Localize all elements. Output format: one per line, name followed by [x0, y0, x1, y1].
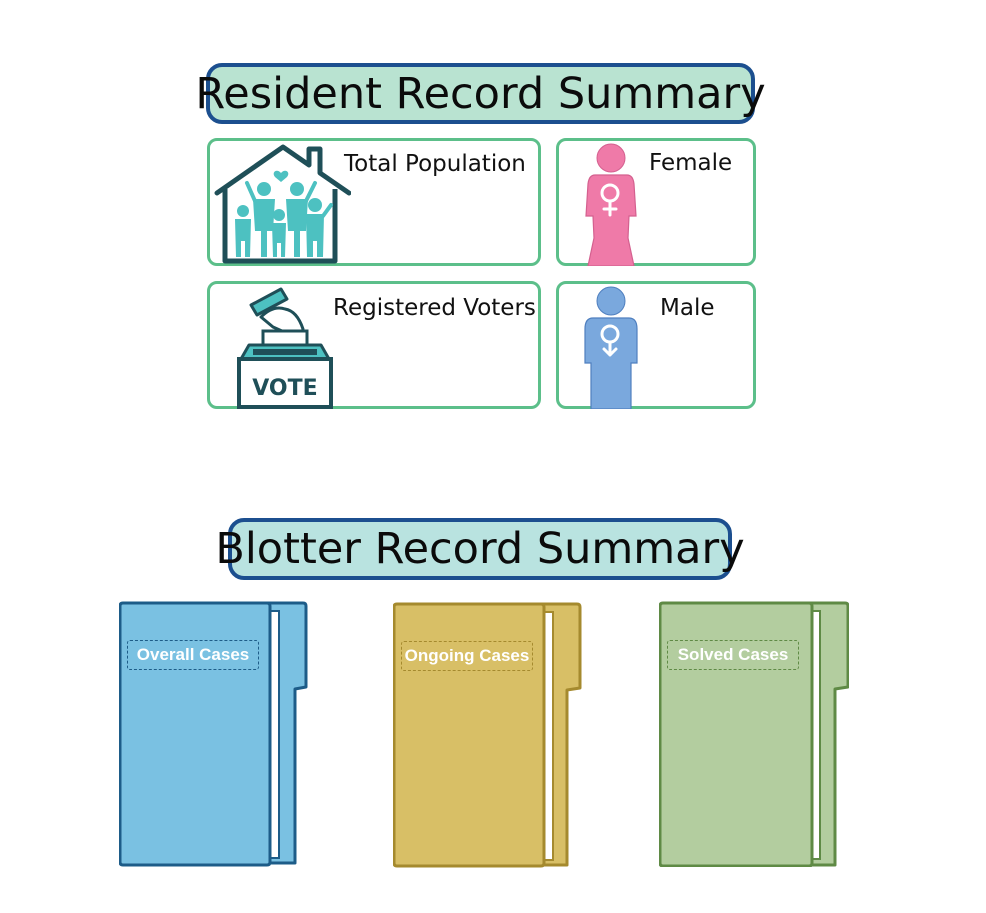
folder-icon	[119, 601, 308, 867]
blotter-record-summary-title: Blotter Record Summary	[215, 518, 745, 580]
solved-cases-folder[interactable]: Solved Cases	[659, 601, 849, 867]
family-house-icon	[214, 144, 351, 264]
ongoing-cases-folder[interactable]: Ongoing Cases	[393, 602, 583, 868]
overall-cases-label: Overall Cases	[127, 640, 259, 670]
overall-cases-folder[interactable]: Overall Cases	[119, 601, 309, 867]
male-person-icon	[584, 286, 638, 409]
registered-voters-label: Registered Voters	[333, 295, 536, 321]
registered-voters-card[interactable]: VOTE Registered Voters	[207, 281, 541, 409]
ballot-box-icon: VOTE	[237, 287, 333, 409]
female-label: Female	[649, 150, 733, 176]
female-person-icon	[585, 143, 637, 266]
folder-icon	[393, 602, 582, 868]
male-label: Male	[660, 295, 715, 321]
total-population-card[interactable]: Total Population	[207, 138, 541, 266]
blotter-title-text: Blotter Record Summary	[215, 524, 745, 574]
ongoing-cases-label: Ongoing Cases	[401, 641, 533, 671]
total-population-label: Total Population	[344, 151, 526, 177]
vote-text: VOTE	[252, 376, 317, 401]
resident-title-text: Resident Record Summary	[195, 68, 766, 119]
solved-cases-label: Solved Cases	[667, 640, 799, 670]
folder-icon	[659, 601, 849, 867]
male-card[interactable]: Male	[556, 281, 756, 409]
resident-record-summary-title: Resident Record Summary	[195, 63, 766, 124]
female-card[interactable]: Female	[556, 138, 756, 266]
